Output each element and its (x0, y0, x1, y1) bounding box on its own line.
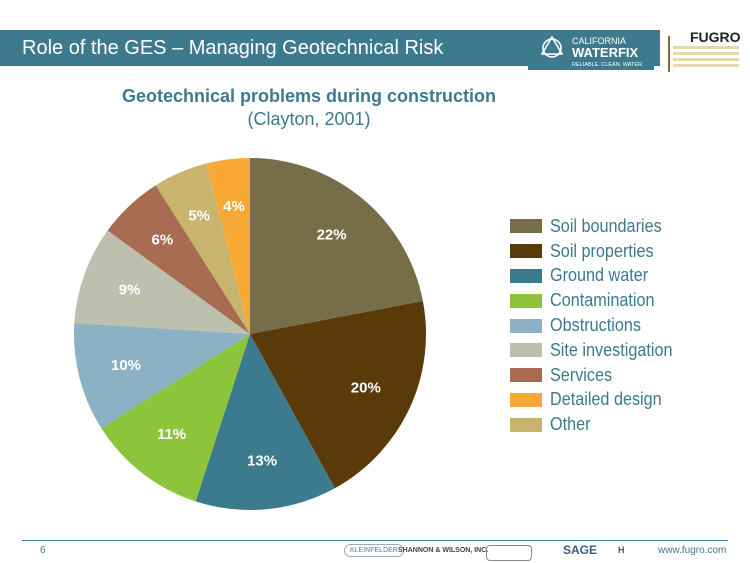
footer-divider (22, 540, 728, 541)
legend-swatch (510, 293, 542, 308)
legend-swatch (510, 417, 542, 432)
pie-data-label-ground-water: 13% (247, 452, 277, 469)
legend-swatch (510, 219, 542, 234)
chart-subtitle: (Clayton, 2001) (247, 109, 371, 129)
pie-data-label-site-investigation: 9% (119, 282, 141, 299)
slide-title: Role of the GES – Managing Geotechnical … (22, 37, 444, 59)
kleinfelder-logo: KLEINFELDER (344, 544, 404, 557)
pie-slice-ground-water (195, 334, 335, 511)
legend-label: Obstructions (550, 315, 641, 336)
legend-label: Other (550, 414, 591, 435)
sage-logo: SAGE (563, 543, 598, 557)
legend-item-site-investigation: Site investigation (510, 338, 686, 363)
legend-item-other: Other (510, 412, 686, 437)
legend-swatch (510, 343, 542, 358)
legend-label: Contamination (550, 290, 655, 311)
legend-label: Site investigation (550, 339, 673, 360)
partner-badge-logo (486, 545, 532, 561)
waterfix-emblem-icon (540, 35, 564, 58)
legend-swatch (510, 392, 542, 407)
pie-slice-contamination (101, 334, 250, 502)
legend-item-detailed-design: Detailed design (510, 388, 686, 413)
legend-item-services: Services (510, 363, 686, 388)
pie-data-label-services: 6% (152, 232, 174, 249)
logos: CALIFORNIA WATERFIX RELIABLE. CLEAN. WAT… (528, 22, 750, 78)
legend-swatch (510, 244, 542, 259)
legend-label: Ground water (550, 265, 649, 286)
shannon-wilson-logo: SHANNON & WILSON, INC. (398, 547, 489, 554)
waterfix-line1: CALIFORNIA (572, 36, 626, 46)
legend-label: Soil properties (550, 240, 654, 261)
legend-item-soil-properties: Soil properties (510, 239, 686, 264)
pie-slice-soil-boundaries (250, 158, 423, 334)
legend-item-contamination: Contamination (510, 288, 686, 313)
pie-data-label-soil-properties: 20% (351, 379, 381, 396)
pie-slice-other (155, 163, 250, 334)
page-number: 6 (40, 545, 46, 556)
fugro-wordmark: FUGRO (690, 29, 741, 45)
legend-swatch (510, 368, 542, 383)
legend-label: Soil boundaries (550, 215, 662, 236)
fugro-logo-icon (668, 28, 739, 72)
pie-slice-site-investigation (74, 230, 251, 334)
pie-slice-soil-properties (250, 301, 426, 489)
pie-slice-services (107, 185, 250, 334)
pie-data-label-contamination: 11% (157, 426, 186, 443)
pie-data-label-detailed-design: 4% (223, 198, 245, 215)
waterfix-logo-bg (528, 30, 654, 70)
legend-swatch (510, 268, 542, 283)
legend-label: Services (550, 364, 613, 385)
waterfix-tagline: RELIABLE. CLEAN. WATER. (572, 62, 644, 68)
pie-data-label-other: 5% (188, 207, 210, 224)
pie-data-label-obstructions: 10% (111, 357, 141, 374)
legend-item-obstructions: Obstructions (510, 313, 686, 338)
legend-item-ground-water: Ground water (510, 264, 686, 289)
chart-title: Geotechnical problems during constructio… (121, 86, 497, 106)
legend-swatch (510, 318, 542, 333)
legend-item-soil-boundaries: Soil boundaries (510, 214, 686, 239)
h-logo: H (618, 545, 625, 555)
pie-slice-detailed-design (206, 158, 250, 334)
footer-url[interactable]: www.fugro.com (658, 545, 727, 556)
legend-label: Detailed design (550, 389, 662, 410)
chart-legend: Soil boundaries Soil properties Ground wat… (510, 214, 686, 437)
pie-slice-obstructions (74, 322, 250, 429)
waterfix-line2: WATERFIX (572, 45, 639, 60)
pie-data-label-soil-boundaries: 22% (317, 226, 347, 243)
